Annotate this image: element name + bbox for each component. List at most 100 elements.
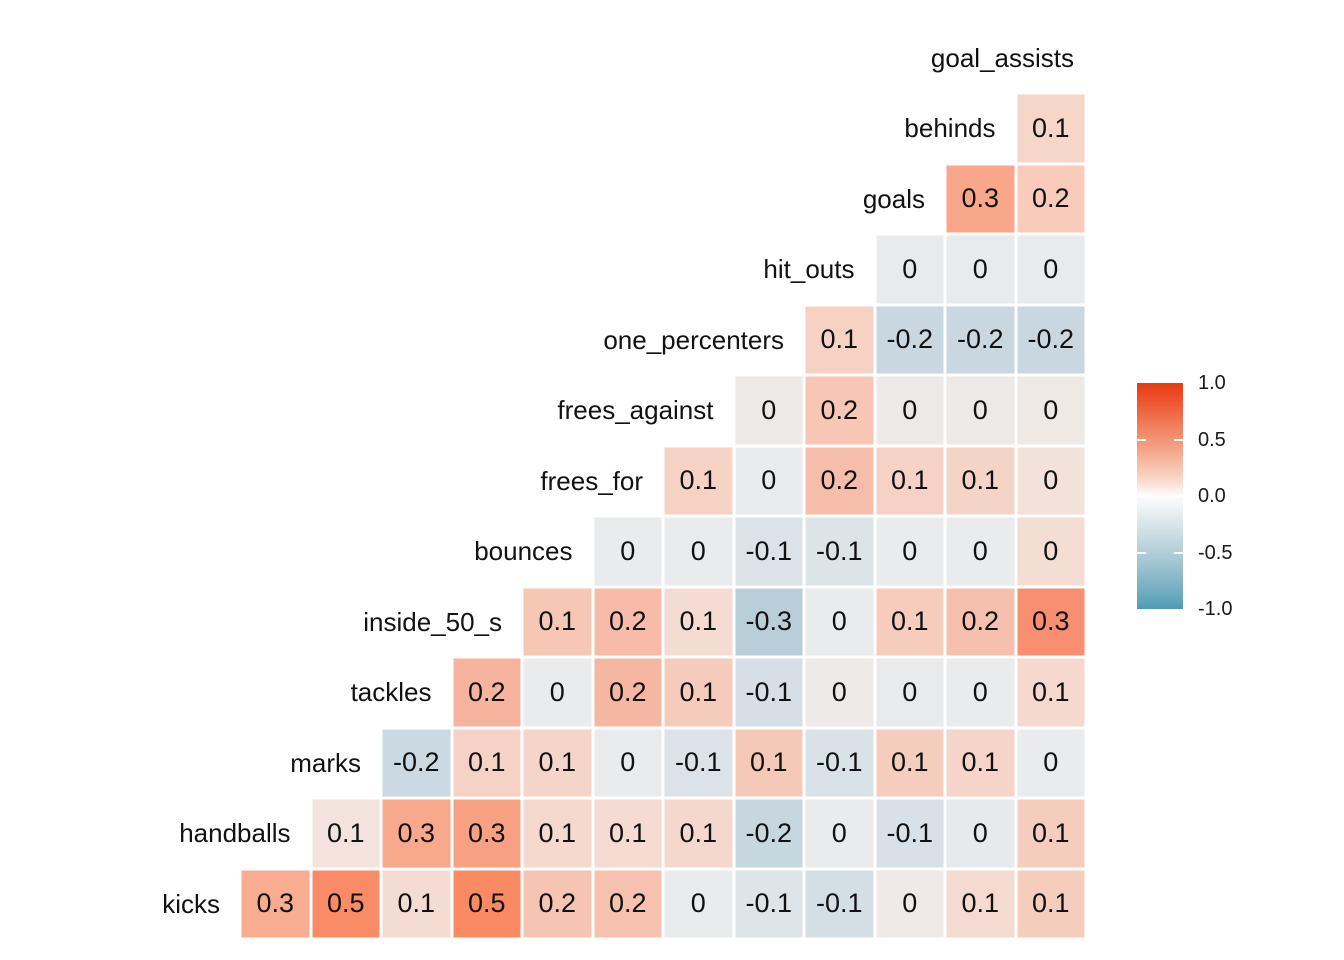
legend-tick-mark — [1137, 495, 1146, 497]
cell-marks-inside_50_s: 0.1 — [451, 727, 522, 798]
row-label-goals: goals — [862, 183, 925, 214]
cell-frees_for-one_percenters: 0 — [733, 445, 804, 516]
cell-tackles-frees_for: 0.2 — [592, 657, 663, 728]
cell-handballs-frees_for: 0.1 — [592, 798, 663, 869]
cell-tackles-frees_against: 0.1 — [663, 657, 734, 728]
legend-tick-mark — [1137, 551, 1146, 554]
cell-tackles-inside_50_s: 0.2 — [451, 657, 522, 728]
cell-handballs-goals: -0.1 — [874, 798, 945, 869]
legend-tick-label-0.0: 0.0 — [1198, 485, 1226, 507]
cell-kicks-inside_50_s: 0.5 — [451, 868, 522, 939]
cell-kicks-one_percenters: -0.1 — [733, 868, 804, 939]
cell-bounces-one_percenters: -0.1 — [733, 516, 804, 587]
cell-frees_for-goals: 0.1 — [874, 445, 945, 516]
row-label-one_percenters: one_percenters — [603, 324, 784, 355]
cell-kicks-behinds: 0.1 — [945, 868, 1016, 939]
cell-tackles-behinds: 0 — [945, 657, 1016, 728]
cell-handballs-tackles: 0.3 — [381, 798, 452, 869]
cell-handballs-bounces: 0.1 — [522, 798, 593, 869]
cell-goals-goal_assists: 0.2 — [1015, 163, 1086, 234]
cell-kicks-goal_assists: 0.1 — [1015, 868, 1086, 939]
cell-frees_for-frees_against: 0.1 — [663, 445, 734, 516]
cell-marks-frees_against: -0.1 — [663, 727, 734, 798]
cell-inside_50_s-hit_outs: 0 — [804, 586, 875, 657]
cell-handballs-goal_assists: 0.1 — [1015, 798, 1086, 869]
cell-inside_50_s-bounces: 0.1 — [522, 586, 593, 657]
cell-marks-one_percenters: 0.1 — [733, 727, 804, 798]
row-label-frees_for: frees_for — [540, 465, 643, 496]
legend-tick-mark — [1174, 551, 1183, 554]
legend-tick-label--1.0: -1.0 — [1198, 598, 1233, 620]
cell-kicks-marks: 0.5 — [310, 868, 381, 939]
cell-one_percenters-hit_outs: 0.1 — [804, 304, 875, 375]
row-label-handballs: handballs — [179, 818, 291, 849]
cell-bounces-hit_outs: -0.1 — [804, 516, 875, 587]
row-label-inside_50_s: inside_50_s — [363, 606, 502, 637]
legend-tick-label--0.5: -0.5 — [1198, 541, 1233, 564]
cell-one_percenters-goal_assists: -0.2 — [1015, 304, 1086, 375]
cell-marks-behinds: 0.1 — [945, 727, 1016, 798]
cell-inside_50_s-frees_against: 0.1 — [663, 586, 734, 657]
cell-kicks-hit_outs: -0.1 — [804, 868, 875, 939]
row-label-goal_assists: goal_assists — [930, 43, 1074, 73]
row-label-tackles: tackles — [350, 677, 432, 708]
cell-tackles-hit_outs: 0 — [804, 657, 875, 728]
cell-kicks-handballs: 0.3 — [240, 868, 311, 939]
cell-tackles-goal_assists: 0.1 — [1015, 657, 1086, 728]
cell-handballs-frees_against: 0.1 — [663, 798, 734, 869]
legend-tick-mark — [1174, 495, 1183, 497]
cell-one_percenters-goals: -0.2 — [874, 304, 945, 375]
cell-tackles-bounces: 0 — [522, 657, 593, 728]
cell-bounces-behinds: 0 — [945, 516, 1016, 587]
cell-inside_50_s-goal_assists: 0.3 — [1015, 586, 1086, 657]
cell-one_percenters-behinds: -0.2 — [945, 304, 1016, 375]
cell-tackles-goals: 0 — [874, 657, 945, 728]
cell-frees_for-behinds: 0.1 — [945, 445, 1016, 516]
cell-kicks-bounces: 0.2 — [522, 868, 593, 939]
legend-tick-label-0.5: 0.5 — [1198, 428, 1226, 451]
cell-hit_outs-behinds: 0 — [945, 234, 1016, 305]
cell-kicks-goals: 0 — [874, 868, 945, 939]
cell-bounces-goals: 0 — [874, 516, 945, 587]
cell-marks-frees_for: 0 — [592, 727, 663, 798]
cell-inside_50_s-one_percenters: -0.3 — [733, 586, 804, 657]
row-label-marks: marks — [290, 747, 361, 778]
cell-bounces-goal_assists: 0 — [1015, 516, 1086, 587]
cell-kicks-frees_for: 0.2 — [592, 868, 663, 939]
cell-frees_against-one_percenters: 0 — [733, 375, 804, 446]
cell-frees_for-hit_outs: 0.2 — [804, 445, 875, 516]
row-label-bounces: bounces — [474, 536, 573, 567]
cell-marks-tackles: -0.2 — [381, 727, 452, 798]
cell-handballs-inside_50_s: 0.3 — [451, 798, 522, 869]
cell-handballs-behinds: 0 — [945, 798, 1016, 869]
cell-marks-goals: 0.1 — [874, 727, 945, 798]
row-label-kicks: kicks — [162, 888, 220, 919]
cell-inside_50_s-behinds: 0.2 — [945, 586, 1016, 657]
cell-inside_50_s-goals: 0.1 — [874, 586, 945, 657]
cell-hit_outs-goals: 0 — [874, 234, 945, 305]
cell-handballs-marks: 0.1 — [310, 798, 381, 869]
legend-tick-label-1.0: 1.0 — [1198, 372, 1226, 394]
cell-frees_against-behinds: 0 — [945, 375, 1016, 446]
cell-bounces-frees_against: 0 — [663, 516, 734, 587]
cell-behinds-goal_assists: 0.1 — [1015, 93, 1086, 164]
row-label-behinds: behinds — [904, 113, 996, 144]
cell-hit_outs-goal_assists: 0 — [1015, 234, 1086, 305]
cell-marks-bounces: 0.1 — [522, 727, 593, 798]
cell-tackles-one_percenters: -0.1 — [733, 657, 804, 728]
cell-frees_against-goal_assists: 0 — [1015, 375, 1086, 446]
legend-tick-mark — [1137, 438, 1146, 441]
cell-frees_against-hit_outs: 0.2 — [804, 375, 875, 446]
cell-bounces-frees_for: 0 — [592, 516, 663, 587]
cell-goals-behinds: 0.3 — [945, 163, 1016, 234]
legend-tick-mark — [1174, 438, 1183, 441]
cell-handballs-hit_outs: 0 — [804, 798, 875, 869]
row-label-hit_outs: hit_outs — [763, 254, 855, 285]
cell-inside_50_s-frees_for: 0.2 — [592, 586, 663, 657]
row-label-frees_against: frees_against — [557, 395, 714, 426]
cell-marks-goal_assists: 0 — [1015, 727, 1086, 798]
cell-kicks-frees_against: 0 — [663, 868, 734, 939]
cell-marks-hit_outs: -0.1 — [804, 727, 875, 798]
cell-frees_against-goals: 0 — [874, 375, 945, 446]
